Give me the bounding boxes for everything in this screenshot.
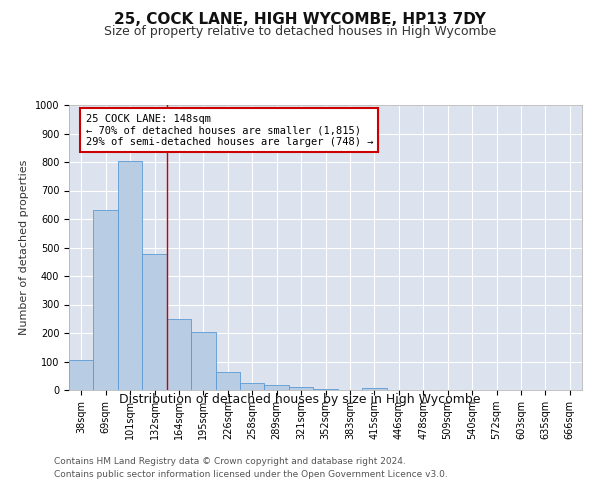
Bar [362, 388, 386, 390]
Bar [69, 360, 94, 390]
Text: Size of property relative to detached houses in High Wycombe: Size of property relative to detached ho… [104, 25, 496, 38]
Bar [191, 332, 215, 390]
Text: Contains HM Land Registry data © Crown copyright and database right 2024.: Contains HM Land Registry data © Crown c… [54, 458, 406, 466]
Text: 25, COCK LANE, HIGH WYCOMBE, HP13 7DY: 25, COCK LANE, HIGH WYCOMBE, HP13 7DY [114, 12, 486, 28]
Bar [118, 160, 142, 390]
Bar [142, 254, 167, 390]
Bar [167, 320, 191, 390]
Bar [313, 389, 338, 390]
Bar [289, 387, 313, 390]
Y-axis label: Number of detached properties: Number of detached properties [19, 160, 29, 335]
Text: Distribution of detached houses by size in High Wycombe: Distribution of detached houses by size … [119, 392, 481, 406]
Bar [94, 210, 118, 390]
Bar [265, 385, 289, 390]
Bar [215, 372, 240, 390]
Bar [240, 383, 265, 390]
Text: 25 COCK LANE: 148sqm
← 70% of detached houses are smaller (1,815)
29% of semi-de: 25 COCK LANE: 148sqm ← 70% of detached h… [86, 114, 373, 147]
Text: Contains public sector information licensed under the Open Government Licence v3: Contains public sector information licen… [54, 470, 448, 479]
